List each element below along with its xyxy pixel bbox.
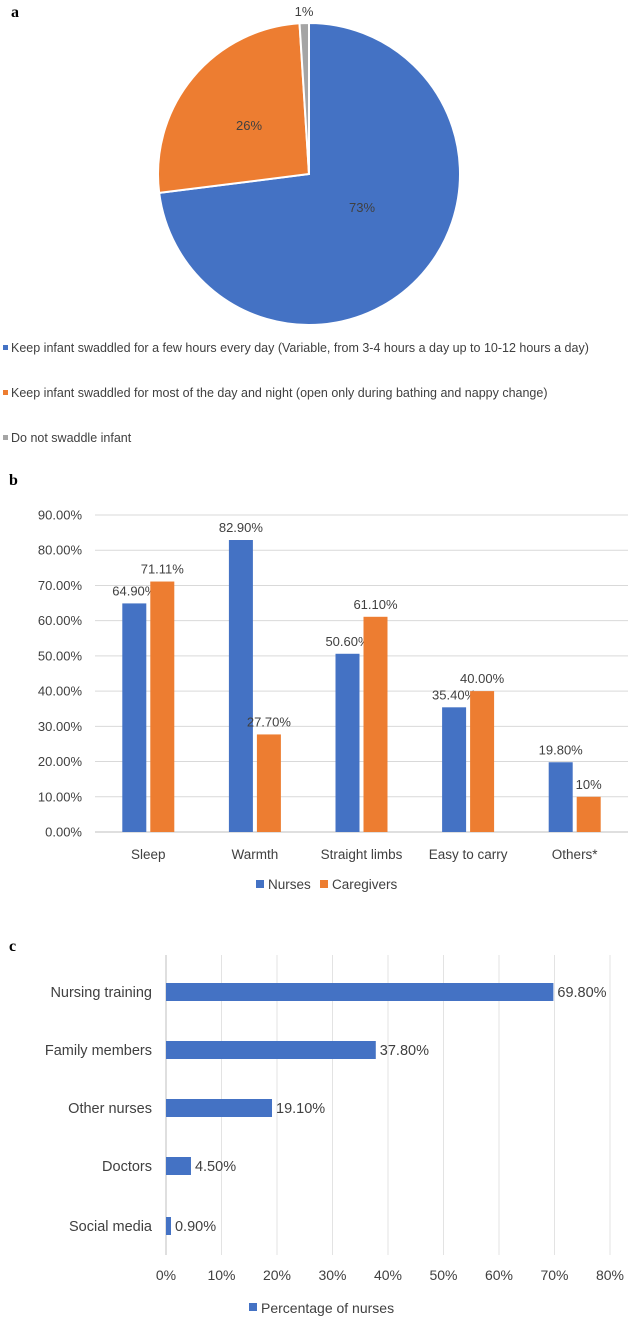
x-tick-label: 50%: [429, 1267, 457, 1283]
y-tick-label: 40.00%: [38, 684, 83, 699]
y-tick-label: 60.00%: [38, 613, 83, 628]
bar-nurses-3: [442, 707, 467, 832]
x-tick-label: 80%: [596, 1267, 624, 1283]
bar-nurses-4: [548, 762, 573, 832]
hbar-1: [166, 1041, 376, 1059]
y-tick-label: Other nurses: [68, 1101, 152, 1117]
bar-data-label: 64.90%: [112, 583, 157, 598]
hbar-2: [166, 1099, 273, 1117]
pie-data-label-0: 73%: [349, 200, 375, 215]
bar-nurses-1: [228, 540, 253, 832]
legend-marker-caregivers: [320, 880, 328, 888]
x-tick-label: Easy to carry: [429, 847, 508, 862]
panel-b-letter: b: [9, 472, 18, 489]
pie-legend-label-2: Do not swaddle infant: [11, 431, 132, 445]
x-tick-label: 70%: [540, 1267, 568, 1283]
hbar-0: [166, 983, 554, 1001]
y-tick-label: 0.00%: [45, 825, 82, 840]
x-tick-label: 30%: [318, 1267, 346, 1283]
bar-caregivers-1: [256, 734, 281, 832]
y-tick-label: 20.00%: [38, 754, 83, 769]
x-tick-label: 20%: [263, 1267, 291, 1283]
y-tick-label: Nursing training: [50, 985, 152, 1001]
legend-label-nurses: Nurses: [268, 877, 311, 892]
x-tick-label: 10%: [207, 1267, 235, 1283]
panel-a-letter: a: [11, 4, 19, 21]
y-tick-label: 90.00%: [38, 508, 83, 523]
pie-legend-marker-2: [3, 435, 8, 440]
x-tick-label: Straight limbs: [321, 847, 403, 862]
grouped-bar-chart: 0.00% 10.00% 20.00% 30.00% 40.00% 50.00% 60.00…: [38, 508, 628, 892]
hbar-data-label: 69.80%: [557, 985, 606, 1001]
bar-data-label: 27.70%: [247, 714, 292, 729]
bar-data-label: 50.60%: [325, 634, 370, 649]
legend-label-caregivers: Caregivers: [332, 877, 398, 892]
pie-chart: 73% 26% 1% Keep infant swaddled for a few h…: [3, 4, 589, 445]
y-tick-label: Social media: [69, 1219, 153, 1235]
x-tick-label: Sleep: [131, 847, 166, 862]
hbar-data-label: 4.50%: [195, 1159, 236, 1175]
bar-nurses-2: [335, 653, 360, 832]
hbar-data-label: 37.80%: [380, 1043, 429, 1059]
pie-slice-1: [157, 22, 311, 195]
bar-data-label: 40.00%: [460, 671, 505, 686]
pie-legend-marker-1: [3, 390, 8, 395]
legend-marker-nurses: [256, 880, 264, 888]
bar-caregivers-0: [150, 581, 175, 832]
pie-legend-marker-0: [3, 345, 8, 350]
x-tick-label: 40%: [374, 1267, 402, 1283]
bar-caregivers-4: [576, 796, 601, 832]
y-tick-label: 50.00%: [38, 648, 83, 663]
hbar-3: [166, 1157, 191, 1175]
bar-nurses-0: [122, 603, 147, 832]
y-tick-label: 80.00%: [38, 543, 83, 558]
pie-legend-label-0: Keep infant swaddled for a few hours eve…: [11, 341, 589, 355]
pie-data-label-1: 26%: [236, 118, 262, 133]
x-tick-label: Others*: [552, 847, 599, 862]
hbar-data-label: 19.10%: [276, 1101, 325, 1117]
y-tick-label: 70.00%: [38, 578, 83, 593]
pie-data-label-2: 1%: [295, 4, 314, 19]
legend-label-percentage-of-nurses: Percentage of nurses: [261, 1300, 394, 1316]
hbar-data-label: 0.90%: [175, 1219, 216, 1235]
pie-legend-label-1: Keep infant swaddled for most of the day…: [11, 386, 548, 400]
bar-data-label: 82.90%: [219, 520, 264, 535]
x-tick-label: 60%: [485, 1267, 513, 1283]
bar-data-label: 19.80%: [539, 742, 584, 757]
y-tick-label: Family members: [45, 1043, 152, 1059]
x-tick-label: 0%: [156, 1267, 176, 1283]
x-tick-label: Warmth: [232, 847, 279, 862]
panel-c-letter: c: [9, 938, 17, 955]
pie-slice-2: [298, 21, 310, 175]
legend-marker-percentage-of-nurses: [249, 1303, 257, 1311]
hbar-4: [166, 1217, 171, 1235]
bar-data-label: 61.10%: [353, 597, 398, 612]
bar-data-label: 35.40%: [432, 687, 477, 702]
bar-data-label: 71.11%: [141, 562, 185, 577]
bar-data-label: 10%: [576, 777, 602, 792]
y-tick-label: Doctors: [102, 1159, 152, 1175]
y-tick-label: 10.00%: [38, 789, 83, 804]
y-tick-label: 30.00%: [38, 719, 83, 734]
horizontal-bar-chart: 0% 10% 20% 30% 40% 50% 60% 70% 80% 69.80% Nursing …: [45, 955, 624, 1316]
bar-caregivers-2: [363, 616, 388, 832]
bar-caregivers-3: [470, 691, 495, 832]
